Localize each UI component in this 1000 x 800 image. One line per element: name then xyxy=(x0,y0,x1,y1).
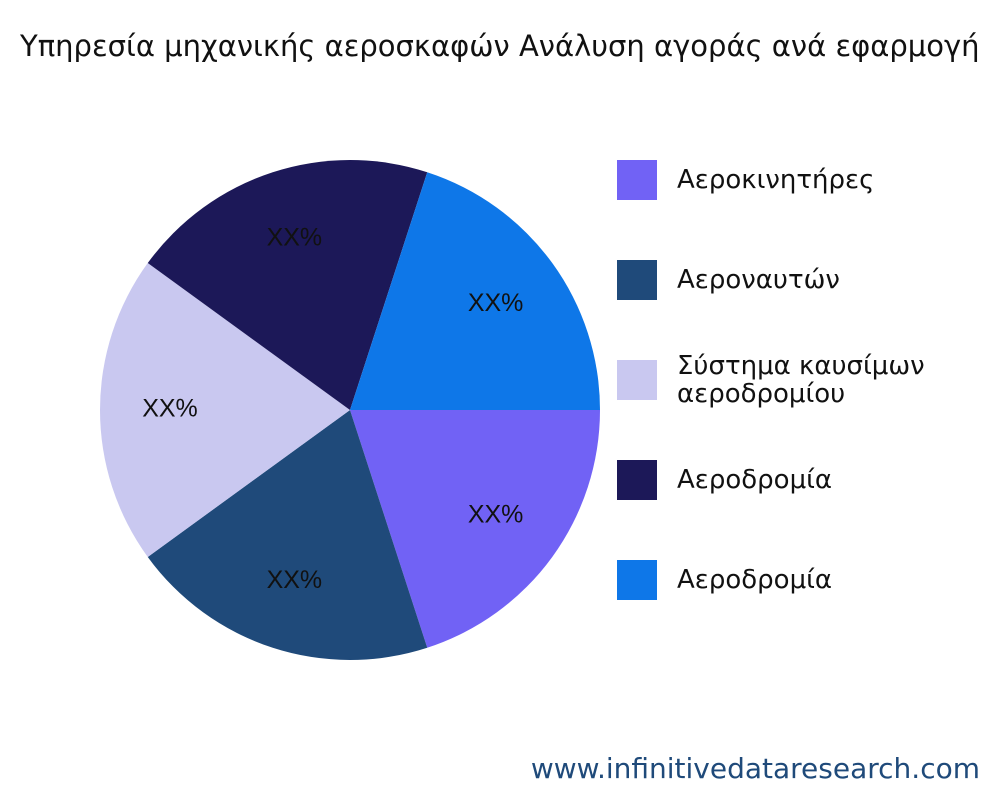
chart-title: Υπηρεσία μηχανικής αεροσκαφών Ανάλυση αγ… xyxy=(20,29,980,63)
legend-swatch xyxy=(617,360,657,400)
pie-slice xyxy=(147,160,428,410)
data-label: XX% xyxy=(267,566,323,594)
legend-swatch xyxy=(617,260,657,300)
legend-item: Αεροδρομία xyxy=(617,460,977,500)
pie-slice xyxy=(350,410,600,648)
data-label: XX% xyxy=(468,500,524,528)
legend-swatch xyxy=(617,160,657,200)
legend-label: Αεροναυτών xyxy=(677,265,840,295)
legend-item: Αεροναυτών xyxy=(617,260,977,300)
legend-label: Αεροδρομία xyxy=(677,465,833,495)
data-label: XX% xyxy=(468,289,524,317)
legend-swatch xyxy=(617,460,657,500)
legend-item: Σύστημα καυσίμων αεροδρομίου xyxy=(617,352,977,408)
legend-label: Αεροδρομία xyxy=(677,565,833,595)
legend-label: Σύστημα καυσίμων αεροδρομίου xyxy=(677,351,925,409)
legend-label: Αεροκινητήρες xyxy=(677,165,875,195)
data-label: XX% xyxy=(267,223,323,251)
legend-swatch xyxy=(617,560,657,600)
pie-slice xyxy=(147,410,428,660)
data-label: XX% xyxy=(142,395,198,423)
legend-item: Αεροδρομία xyxy=(617,560,977,600)
pie-slice xyxy=(100,263,350,557)
source: www.infinitivedataresearch.com xyxy=(530,752,980,785)
pie-slice xyxy=(350,172,600,410)
legend-item: Αεροκινητήρες xyxy=(617,160,977,200)
